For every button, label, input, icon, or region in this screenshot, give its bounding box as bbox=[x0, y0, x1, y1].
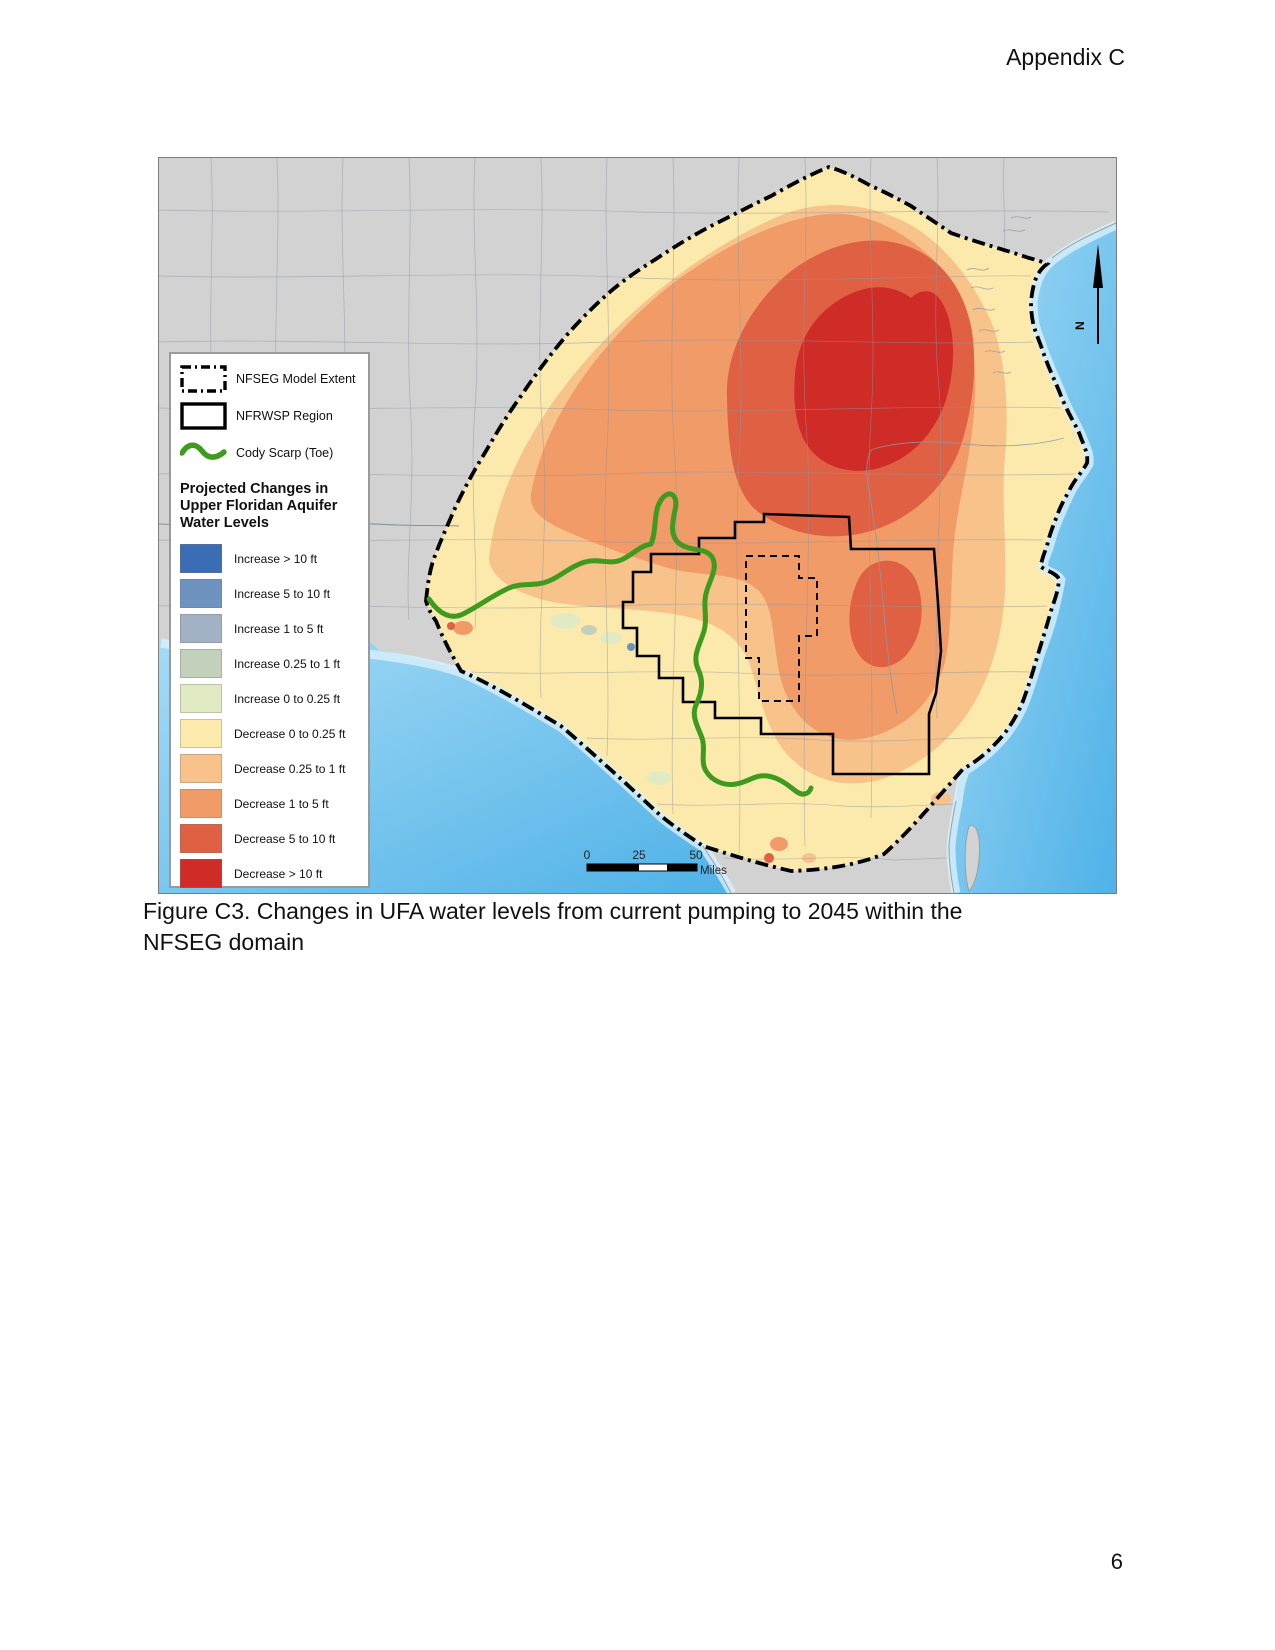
domain-patch-dec-5-10-south bbox=[849, 560, 922, 668]
patch-inc-0-025 bbox=[647, 771, 671, 785]
cody-scarp-line bbox=[426, 491, 814, 797]
figure-caption-line2: NFSEG domain bbox=[143, 929, 305, 955]
green-wavy-line-icon bbox=[180, 441, 227, 465]
dashed-subregion-boundary bbox=[745, 555, 818, 702]
legend-heading: Projected Changes in Upper Floridan Aqui… bbox=[180, 481, 338, 531]
legend-item-label: Cody Scarp (Toe) bbox=[236, 445, 334, 460]
patch-inc-0-025 bbox=[550, 613, 580, 629]
scale-tick-25: 25 bbox=[632, 848, 646, 862]
patch-dec-025-1 bbox=[931, 792, 951, 806]
scale-tick-50: 50 bbox=[689, 848, 703, 862]
coastal-marsh-icon bbox=[966, 216, 1032, 374]
legend-class-row: Decrease 0.25 to 1 ft bbox=[180, 751, 360, 786]
legend-item-label: NFSEG Model Extent bbox=[236, 371, 356, 386]
legend-color-classes: Increase > 10 ft Increase 5 to 10 ft Inc… bbox=[180, 541, 360, 891]
scale-tick-0: 0 bbox=[584, 848, 591, 862]
scale-unit: Miles bbox=[700, 865, 727, 877]
color-swatch bbox=[180, 579, 222, 608]
patch-inc-0-025 bbox=[600, 632, 622, 644]
color-swatch bbox=[180, 684, 222, 713]
color-swatch bbox=[180, 789, 222, 818]
color-swatch bbox=[180, 544, 222, 573]
page-header: Appendix C bbox=[1006, 44, 1125, 70]
patch-dec-1-5 bbox=[770, 837, 788, 851]
solid-rect-icon bbox=[180, 401, 227, 430]
dash-dot-rect-icon bbox=[180, 364, 227, 393]
legend-item-cody-scarp: Cody Scarp (Toe) bbox=[180, 434, 360, 471]
legend-class-row: Increase 5 to 10 ft bbox=[180, 576, 360, 611]
patch-dec-5-10 bbox=[447, 622, 455, 630]
color-swatch bbox=[180, 754, 222, 783]
legend-class-row: Increase > 10 ft bbox=[180, 541, 360, 576]
north-arrow-label: N bbox=[1073, 321, 1087, 330]
coastline bbox=[702, 222, 1116, 893]
legend-item-nfrwsp-region: NFRWSP Region bbox=[180, 397, 360, 434]
patch-inc-5-10 bbox=[627, 643, 635, 651]
nfrwsp-region-boundary bbox=[621, 512, 943, 776]
legend-class-row: Increase 0 to 0.25 ft bbox=[180, 681, 360, 716]
patch-dec-1-5 bbox=[453, 621, 473, 635]
color-swatch bbox=[180, 824, 222, 853]
patch-inc-025-1 bbox=[581, 625, 597, 635]
legend-class-row: Decrease 5 to 10 ft bbox=[180, 821, 360, 856]
st-johns-river bbox=[866, 437, 1065, 715]
legend-class-row: Decrease 1 to 5 ft bbox=[180, 786, 360, 821]
color-swatch bbox=[180, 719, 222, 748]
north-arrow: N bbox=[1073, 244, 1103, 344]
map-legend: NFSEG Model Extent NFRWSP Region Cody Sc… bbox=[169, 352, 370, 888]
legend-class-row: Increase 0.25 to 1 ft bbox=[180, 646, 360, 681]
legend-class-row: Decrease 0 to 0.25 ft bbox=[180, 716, 360, 751]
color-swatch bbox=[180, 649, 222, 678]
legend-class-row: Decrease > 10 ft bbox=[180, 856, 360, 891]
color-swatch bbox=[180, 614, 222, 643]
legend-item-nfseg-extent: NFSEG Model Extent bbox=[180, 360, 360, 397]
patch-dec-5-10 bbox=[764, 853, 774, 863]
figure-caption-line1: Figure C3. Changes in UFA water levels f… bbox=[143, 898, 963, 924]
color-swatch bbox=[180, 859, 222, 888]
page-number: 6 bbox=[1110, 1549, 1123, 1574]
nfseg-model-extent-boundary bbox=[424, 164, 1090, 873]
barrier-island bbox=[964, 825, 980, 892]
scale-bar: 0 25 50 Miles bbox=[584, 848, 727, 877]
legend-class-row: Increase 1 to 5 ft bbox=[180, 611, 360, 646]
map-figure: N 0 25 50 Miles NFSEG Model bbox=[158, 157, 1117, 894]
atlantic-ocean bbox=[949, 223, 1116, 893]
figure-caption: Figure C3. Changes in UFA water levels f… bbox=[143, 896, 1073, 958]
legend-item-label: NFRWSP Region bbox=[236, 408, 333, 423]
domain-region-dec-gt10 bbox=[794, 287, 954, 471]
